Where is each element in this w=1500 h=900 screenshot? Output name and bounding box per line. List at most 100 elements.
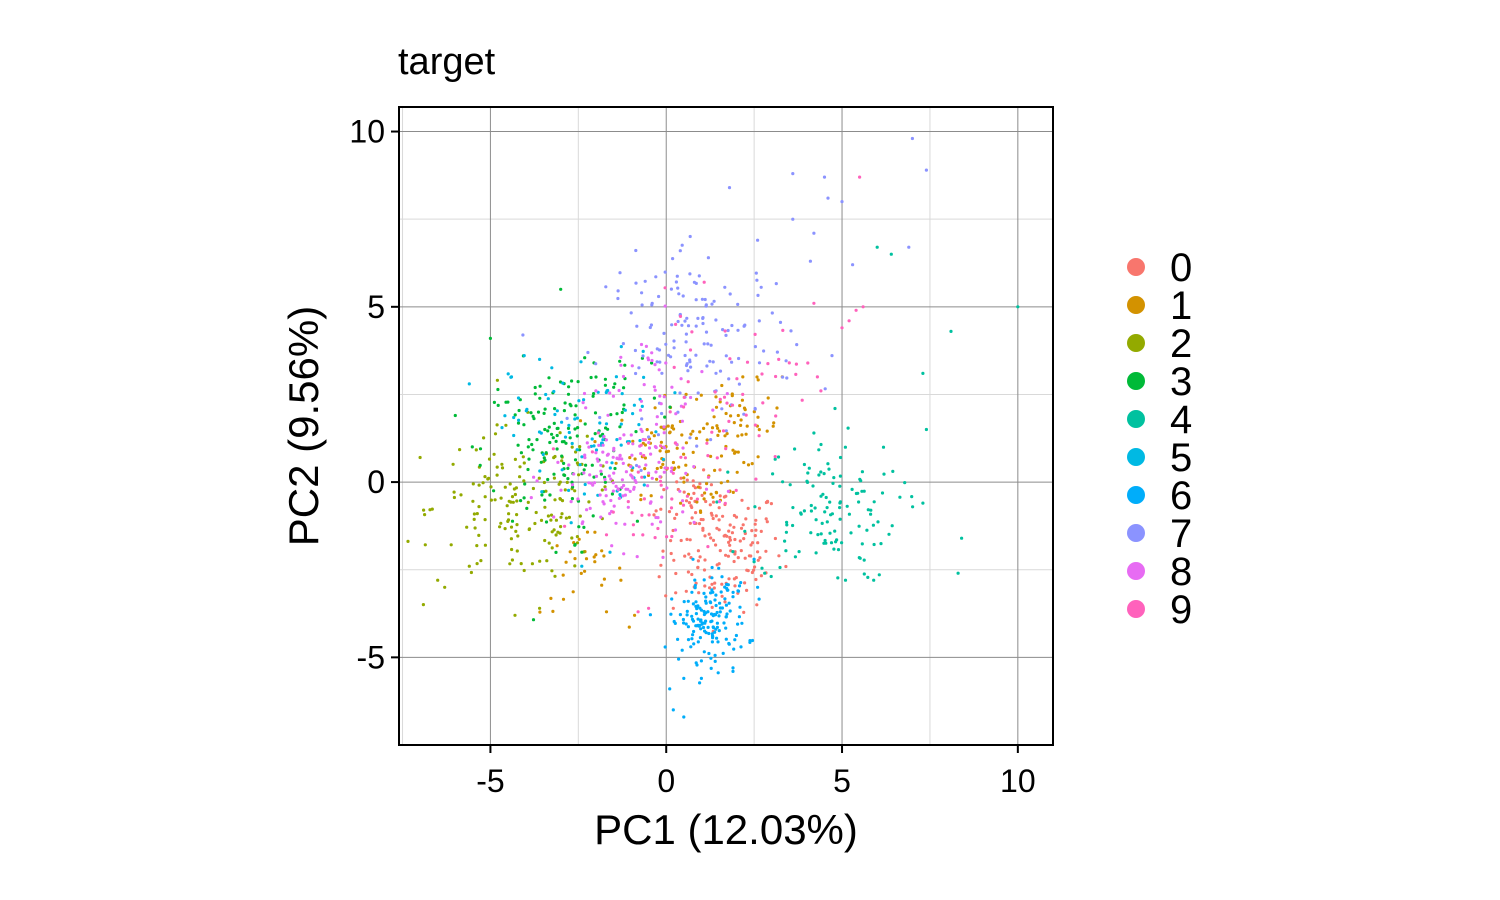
point-class-2 <box>483 543 487 547</box>
point-class-4 <box>797 550 801 554</box>
point-class-4 <box>817 448 821 452</box>
point-class-5 <box>640 404 644 408</box>
point-class-8 <box>659 402 663 406</box>
point-class-8 <box>614 521 618 525</box>
point-class-2 <box>587 500 591 504</box>
y-tick-label: 10 <box>349 114 385 150</box>
point-class-8 <box>679 377 683 381</box>
point-class-8 <box>646 358 651 362</box>
point-class-3 <box>519 451 524 455</box>
point-class-6 <box>707 651 711 656</box>
legend-label-1: 1 <box>1170 284 1192 328</box>
point-class-0 <box>700 493 704 497</box>
point-class-0 <box>750 529 754 533</box>
point-class-7 <box>823 387 827 391</box>
point-class-0 <box>698 482 702 486</box>
point-class-7 <box>789 329 793 333</box>
point-class-6 <box>691 557 695 561</box>
point-class-3 <box>531 618 536 622</box>
point-class-4 <box>809 531 813 535</box>
point-class-1 <box>659 465 663 469</box>
point-class-7 <box>689 365 693 369</box>
point-class-2 <box>522 568 526 573</box>
point-class-1 <box>757 428 761 432</box>
point-class-8 <box>583 453 587 457</box>
point-class-1 <box>709 454 713 458</box>
point-class-8 <box>660 495 664 499</box>
point-class-2 <box>503 527 507 531</box>
point-class-8 <box>535 479 539 483</box>
point-class-9 <box>847 319 851 323</box>
point-class-6 <box>703 629 707 633</box>
point-class-1 <box>684 441 689 445</box>
point-class-9 <box>794 362 799 366</box>
point-class-8 <box>603 477 607 482</box>
point-class-2 <box>475 511 479 516</box>
point-class-0 <box>685 478 689 482</box>
point-class-4 <box>838 484 842 488</box>
point-class-2 <box>406 539 410 544</box>
point-class-2 <box>553 498 557 502</box>
point-class-6 <box>686 599 690 603</box>
point-class-6 <box>691 602 696 606</box>
legend-label-4: 4 <box>1170 398 1192 442</box>
point-class-2 <box>503 485 507 489</box>
point-class-7 <box>694 353 698 357</box>
point-class-0 <box>765 520 769 524</box>
point-class-0 <box>662 488 666 492</box>
legend-key-5 <box>1127 448 1145 466</box>
point-class-7 <box>756 293 760 297</box>
point-class-5 <box>582 492 587 496</box>
point-class-1 <box>627 625 631 629</box>
point-class-4 <box>836 576 840 580</box>
point-class-1 <box>628 456 632 460</box>
legend-key-6 <box>1127 486 1145 504</box>
point-class-8 <box>656 516 660 520</box>
point-class-6 <box>715 625 720 630</box>
point-class-7 <box>712 299 716 303</box>
point-class-1 <box>752 410 756 414</box>
point-class-9 <box>724 447 728 451</box>
point-class-1 <box>585 530 590 534</box>
point-class-4 <box>882 472 886 476</box>
point-class-0 <box>711 538 716 543</box>
point-class-1 <box>600 583 604 587</box>
point-class-8 <box>638 408 643 412</box>
point-class-0 <box>701 528 705 532</box>
point-class-1 <box>645 428 649 432</box>
point-class-6 <box>682 715 686 719</box>
point-class-8 <box>556 460 560 464</box>
point-class-3 <box>623 363 627 367</box>
point-class-9 <box>723 329 727 333</box>
point-class-8 <box>599 469 603 473</box>
point-class-8 <box>552 515 556 519</box>
point-class-9 <box>674 322 678 326</box>
point-class-2 <box>495 378 499 382</box>
point-class-8 <box>618 436 622 441</box>
point-class-2 <box>513 613 517 617</box>
point-class-2 <box>483 495 487 499</box>
point-class-8 <box>612 471 616 475</box>
point-class-9 <box>659 483 663 487</box>
point-class-9 <box>639 443 643 447</box>
point-class-5 <box>569 521 573 525</box>
point-class-2 <box>552 528 556 532</box>
point-class-7 <box>660 371 664 375</box>
point-class-7 <box>759 285 763 289</box>
point-class-7 <box>650 301 654 305</box>
point-class-0 <box>703 558 707 562</box>
point-class-4 <box>838 517 842 521</box>
point-class-9 <box>753 423 758 427</box>
point-class-3 <box>615 412 619 416</box>
point-class-3 <box>566 392 571 396</box>
point-class-8 <box>662 431 666 435</box>
point-class-5 <box>553 412 557 417</box>
point-class-4 <box>821 492 825 496</box>
point-class-9 <box>668 410 672 414</box>
point-class-9 <box>861 305 865 309</box>
point-class-3 <box>568 436 572 440</box>
point-class-8 <box>567 463 571 467</box>
point-class-7 <box>808 259 813 263</box>
point-class-4 <box>831 481 835 485</box>
point-class-9 <box>665 535 669 539</box>
